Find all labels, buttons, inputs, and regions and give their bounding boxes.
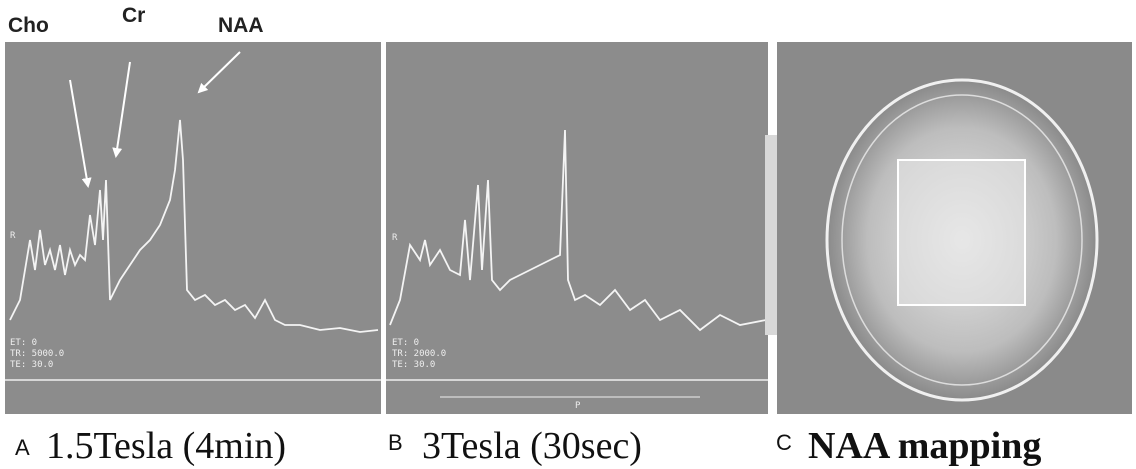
peak-label: Cr xyxy=(122,4,145,27)
peak-label: NAA xyxy=(218,14,264,37)
arrow-cho xyxy=(69,79,92,188)
color-bar xyxy=(765,135,777,335)
panel-caption: 3Tesla (30sec) xyxy=(422,425,642,467)
overlay-text: P xyxy=(575,401,581,411)
panel-letter: A xyxy=(15,435,30,460)
panel-a xyxy=(5,42,381,414)
overlay-text: TE: 30.0 xyxy=(10,360,53,370)
overlay-text: ET: 0 xyxy=(392,338,419,348)
overlay-text: TE: 30.0 xyxy=(392,360,435,370)
arrow-cr xyxy=(112,61,131,158)
roi-box xyxy=(897,159,1026,306)
overlay-text: R xyxy=(392,233,398,243)
brain-outline xyxy=(841,94,1083,386)
overlay-text: TR: 2000.0 xyxy=(392,349,446,359)
spectrum-b xyxy=(389,129,767,332)
panel-b xyxy=(386,42,768,414)
spectrum-a xyxy=(9,119,379,333)
overlay-text: TR: 5000.0 xyxy=(10,349,64,359)
overlay-text: ET: 0 xyxy=(10,338,37,348)
panel-caption: 1.5Tesla (4min) xyxy=(46,425,286,467)
peak-label: Cho xyxy=(8,14,49,37)
arrow-naa xyxy=(197,51,241,94)
overlay-text: R xyxy=(10,231,16,241)
panel-letter: C xyxy=(776,430,792,455)
panel-letter: B xyxy=(388,430,403,455)
panel-caption: NAA mapping xyxy=(808,425,1041,467)
